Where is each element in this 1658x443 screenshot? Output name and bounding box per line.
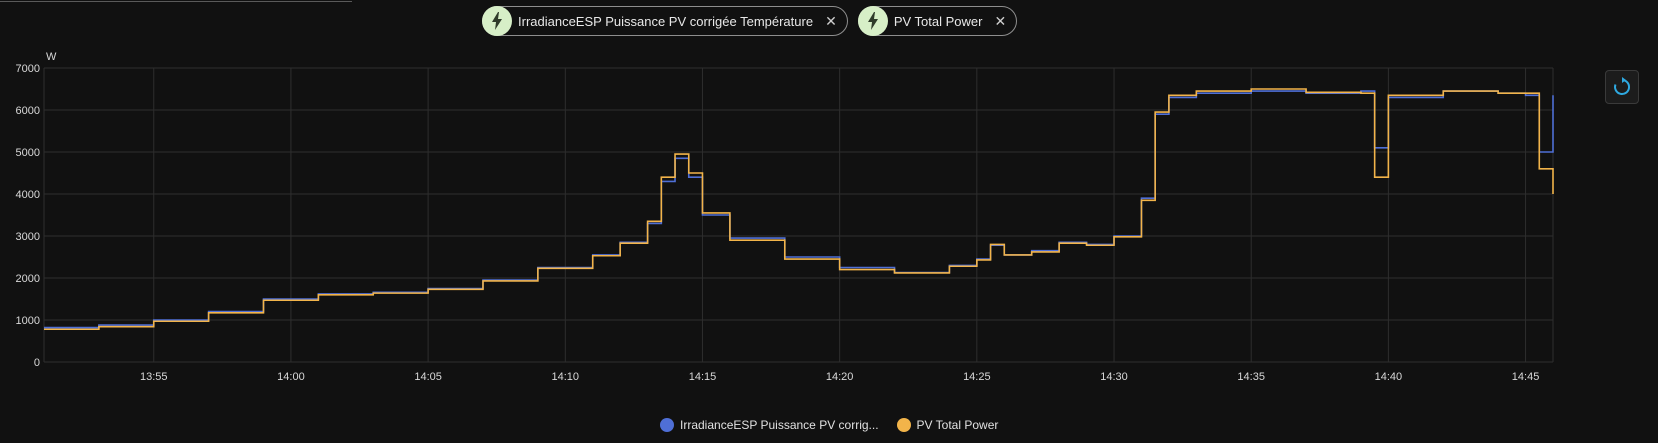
legend-item-irradiance[interactable]: IrradianceESP Puissance PV corrig... [660,418,879,432]
x-tick-label: 14:30 [1100,371,1128,383]
close-icon[interactable]: ✕ [994,12,1007,29]
x-axis: 13:55 14:00 14:05 14:10 14:15 14:20 14:25 14:30… [140,371,1539,383]
legend-swatch [896,418,911,432]
y-tick-label: 6000 [16,105,40,117]
lightning-icon [857,6,888,36]
x-tick-label: 14:15 [689,371,717,383]
legend-label: PV Total Power [916,418,999,432]
y-tick-label: 2000 [16,273,40,285]
x-tick-label: 14:05 [414,371,442,383]
y-tick-label: 0 [34,357,40,369]
x-tick-label: 14:10 [552,371,580,383]
chart-legend: IrradianceESP Puissance PV corrig... PV … [660,418,998,432]
chip-label: IrradianceESP Puissance PV corrigée Temp… [518,13,814,29]
chip-irradiance[interactable]: IrradianceESP Puissance PV corrigée Temp… [482,6,848,36]
x-tick-label: 14:40 [1375,371,1403,383]
lightning-icon [482,6,512,36]
y-tick-label: 4000 [16,189,40,201]
reset-zoom-icon [1614,77,1631,95]
y-tick-label: 3000 [16,231,40,243]
entity-chips: IrradianceESP Puissance PV corrigée Temp… [482,6,1018,36]
x-tick-label: 14:35 [1237,371,1265,383]
x-tick-label: 14:25 [963,371,991,383]
reset-zoom-button[interactable] [1605,70,1639,104]
x-tick-label: 13:55 [140,371,168,383]
y-axis: 0 1000 2000 3000 4000 5000 6000 7000 [16,63,40,369]
legend-swatch [660,418,674,432]
x-tick-label: 14:20 [826,371,854,383]
series-line-2 [44,88,1554,331]
close-icon[interactable]: ✕ [825,12,837,29]
y-tick-label: 5000 [16,147,40,159]
x-tick-label: 14:45 [1512,371,1540,383]
chip-label: PV Total Power [893,13,983,29]
chart-grid [43,67,1554,363]
legend-item-pv-total-power[interactable]: PV Total Power [896,418,999,432]
legend-label: IrradianceESP Puissance PV corrig... [680,418,879,432]
top-divider [0,1,352,2]
chart-series [44,88,1554,331]
y-tick-label: 1000 [16,315,40,327]
x-tick-label: 14:00 [277,371,305,383]
y-axis-label: W [46,51,57,63]
chip-pv-total-power[interactable]: PV Total Power ✕ [857,6,1018,36]
y-tick-label: 7000 [16,63,40,75]
series-line-1 [44,90,1554,329]
